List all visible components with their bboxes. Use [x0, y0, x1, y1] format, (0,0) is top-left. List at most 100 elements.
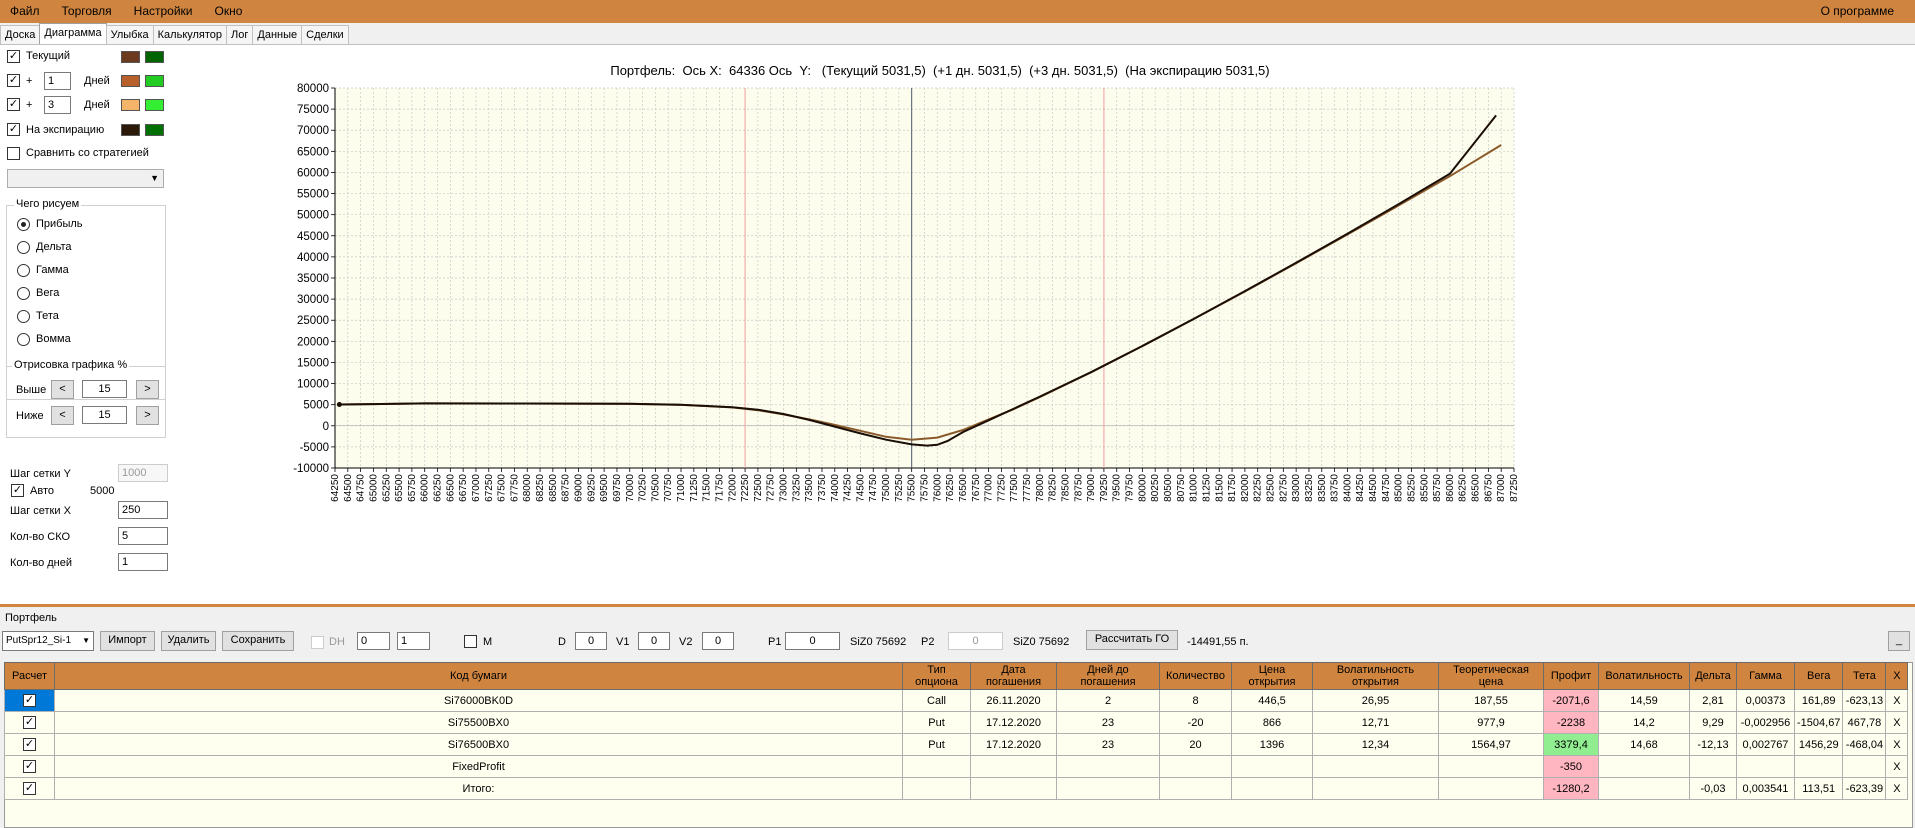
v1-input[interactable]: 0: [638, 632, 670, 650]
grid-header-cell[interactable]: Код бумаги: [54, 662, 903, 690]
expiry-checkbox[interactable]: ✓: [7, 123, 20, 136]
plus1-color-1[interactable]: [121, 75, 140, 87]
remove-row-button[interactable]: X: [1885, 777, 1909, 800]
grid-header-cell[interactable]: Профит: [1543, 662, 1599, 690]
above-input[interactable]: 15: [82, 380, 127, 398]
calc-cell[interactable]: ✓: [4, 755, 55, 778]
grid-header-cell[interactable]: X: [1885, 662, 1909, 690]
tab-smile[interactable]: Улыбка: [105, 25, 154, 44]
table-row[interactable]: ✓ Si75500BX0 Put 17.12.2020 23 -20 866 12,71 977…: [4, 711, 1909, 734]
radio-theta[interactable]: [17, 310, 30, 323]
delete-button[interactable]: Удалить: [161, 631, 216, 651]
menu-about[interactable]: О программе: [1820, 4, 1894, 18]
current-color-2[interactable]: [145, 51, 164, 63]
tab-log[interactable]: Лог: [226, 25, 254, 44]
calc-cell[interactable]: ✓: [4, 733, 55, 756]
grid-header-cell[interactable]: Дельта: [1689, 662, 1737, 690]
grid-header-cell[interactable]: Количество: [1159, 662, 1232, 690]
tab-calculator[interactable]: Калькулятор: [152, 25, 228, 44]
table-row[interactable]: ✓ FixedProfit -350 X: [4, 755, 1909, 778]
grid-header-cell[interactable]: Дней до погашения: [1056, 662, 1160, 690]
expiry-color-1[interactable]: [121, 124, 140, 136]
calc-cell[interactable]: ✓: [4, 689, 55, 712]
table-row[interactable]: ✓ Si76500BX0 Put 17.12.2020 23 20 1396 12,34 156…: [4, 733, 1909, 756]
radio-profit[interactable]: [17, 218, 30, 231]
above-inc-button[interactable]: >: [136, 380, 159, 399]
auto-checkbox[interactable]: ✓: [11, 484, 24, 497]
plus3-checkbox[interactable]: ✓: [7, 98, 20, 111]
p1-input[interactable]: 0: [785, 632, 840, 650]
remove-row-button[interactable]: X: [1885, 689, 1909, 712]
payoff-chart[interactable]: 64250 64500 64750 65000 65250 65500 65750 66000…: [200, 44, 1915, 604]
save-button[interactable]: Сохранить: [222, 631, 294, 651]
below-input[interactable]: 15: [82, 406, 127, 424]
grid-header-cell[interactable]: Цена открытия: [1231, 662, 1313, 690]
grid-header-cell[interactable]: Дата погашения: [970, 662, 1057, 690]
calc-checkbox[interactable]: ✓: [23, 738, 36, 751]
radio-gamma[interactable]: [17, 264, 30, 277]
minimize-button[interactable]: _: [1888, 631, 1910, 651]
grid-header-cell[interactable]: Расчет: [4, 662, 55, 690]
compare-checkbox[interactable]: [7, 147, 20, 160]
grid-header-cell[interactable]: Волатильность: [1598, 662, 1690, 690]
calc-cell[interactable]: ✓: [4, 777, 55, 800]
p2-input[interactable]: 0: [948, 632, 1003, 650]
grid-y-input[interactable]: 1000: [118, 464, 168, 482]
panel-splitter[interactable]: [0, 604, 1915, 607]
current-checkbox[interactable]: ✓: [7, 50, 20, 63]
menu-settings[interactable]: Настройки: [133, 4, 193, 18]
tab-board[interactable]: Доска: [0, 25, 41, 44]
d-input[interactable]: 0: [575, 632, 607, 650]
calc-checkbox[interactable]: ✓: [23, 760, 36, 773]
grid-header-cell[interactable]: Тета: [1842, 662, 1887, 690]
expiry-color-2[interactable]: [145, 124, 164, 136]
menu-window[interactable]: Окно: [214, 4, 243, 18]
calc-cell[interactable]: ✓: [4, 711, 55, 734]
table-row[interactable]: ✓ Итого: -1280,2 -0,03 0,003541 113,51 -623,39…: [4, 777, 1909, 800]
spin-1[interactable]: 0: [357, 632, 390, 650]
plus1-days-input[interactable]: 1: [44, 72, 71, 90]
plus1-color-2[interactable]: [145, 75, 164, 87]
grid-header-cell[interactable]: Вега: [1793, 662, 1844, 690]
grid-header-cell[interactable]: Тип опциона: [902, 662, 971, 690]
grid-header-cell[interactable]: Теоретическая цена: [1438, 662, 1544, 690]
tab-diagram[interactable]: Диаграмма: [39, 23, 107, 44]
calc-checkbox[interactable]: ✓: [23, 716, 36, 729]
plus1-checkbox[interactable]: ✓: [7, 74, 20, 87]
grid-x-input[interactable]: 250: [118, 501, 168, 519]
radio-vomma[interactable]: [17, 333, 30, 346]
menu-trade[interactable]: Торговля: [61, 4, 112, 18]
grid-header-cell[interactable]: Гамма: [1736, 662, 1795, 690]
spin-2[interactable]: 1: [397, 632, 430, 650]
v2-input[interactable]: 0: [702, 632, 734, 650]
remove-row-button[interactable]: X: [1885, 733, 1909, 756]
remove-row-button[interactable]: X: [1885, 755, 1909, 778]
strategy-select[interactable]: ▼: [7, 169, 164, 188]
table-row[interactable]: ✓ Si76000BK0D Call 26.11.2020 2 8 446,5 26,95 18…: [4, 689, 1909, 712]
plus3-color-2[interactable]: [145, 99, 164, 111]
below-dec-button[interactable]: <: [51, 406, 74, 425]
plus3-days-input[interactable]: 3: [44, 96, 71, 114]
portfolio-select[interactable]: PutSpr12_Si-1 ▼: [2, 631, 94, 651]
above-dec-button[interactable]: <: [51, 380, 74, 399]
tab-deals[interactable]: Сделки: [301, 25, 349, 44]
m-checkbox[interactable]: [464, 635, 477, 648]
calc-checkbox[interactable]: ✓: [23, 782, 36, 795]
menu-file[interactable]: Файл: [10, 4, 40, 18]
remove-row-button[interactable]: X: [1885, 711, 1909, 734]
import-button[interactable]: Импорт: [100, 631, 155, 651]
calc-go-button[interactable]: Рассчитать ГО: [1086, 630, 1178, 650]
below-inc-button[interactable]: >: [136, 406, 159, 425]
current-color-1[interactable]: [121, 51, 140, 63]
dh-checkbox[interactable]: [311, 636, 324, 649]
tab-data[interactable]: Данные: [252, 25, 303, 44]
days-count-input[interactable]: 1: [118, 553, 168, 571]
calc-checkbox[interactable]: ✓: [23, 694, 36, 707]
radio-delta[interactable]: [17, 241, 30, 254]
grid-header-cell[interactable]: Волатильность открытия: [1312, 662, 1439, 690]
radio-vega[interactable]: [17, 287, 30, 300]
sko-input[interactable]: 5: [118, 527, 168, 545]
plus3-color-1[interactable]: [121, 99, 140, 111]
x-tick-label: 72750: [766, 474, 777, 502]
menu-bar: Файл Торговля Настройки Окно О программе: [0, 0, 1915, 23]
